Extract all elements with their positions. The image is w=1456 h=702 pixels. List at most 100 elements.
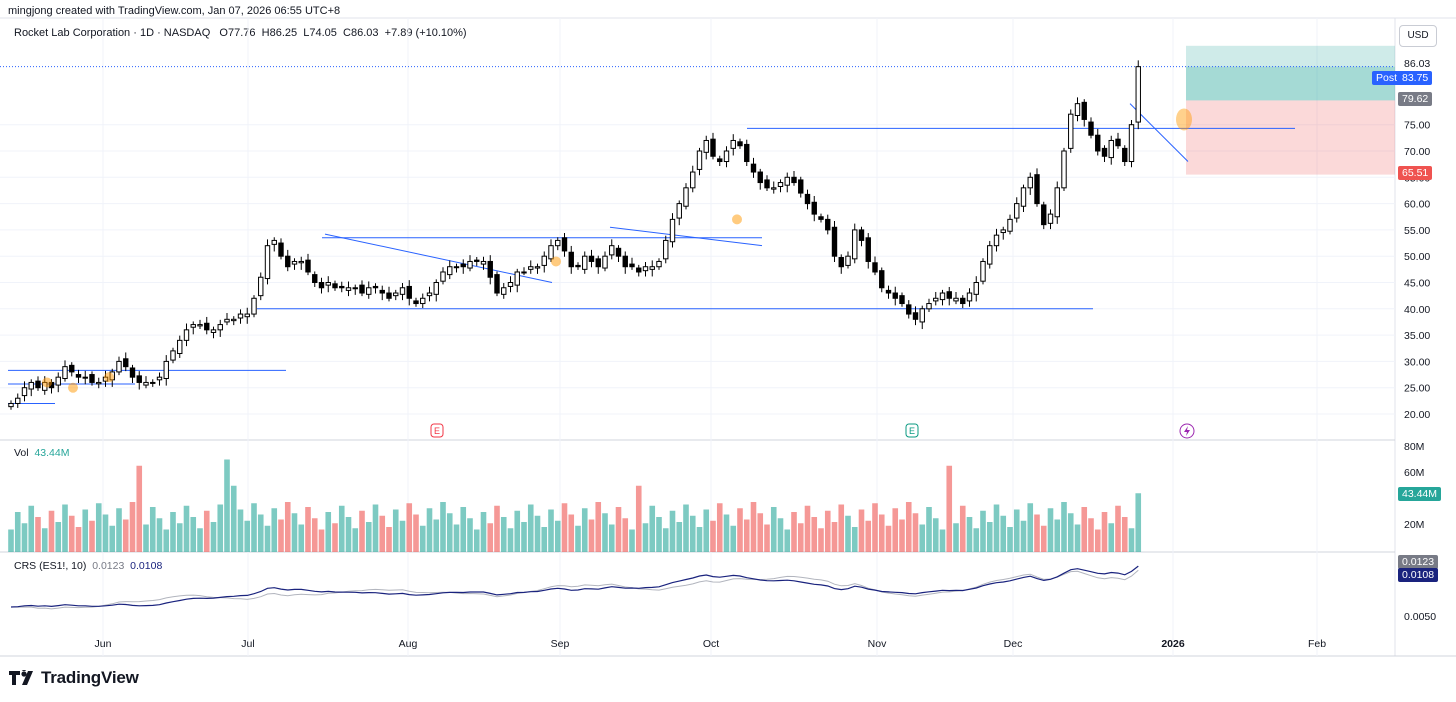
signal-dot-4 xyxy=(732,214,742,225)
volume-bar xyxy=(534,515,541,552)
signal-dot-3 xyxy=(551,256,561,267)
candle-body xyxy=(933,297,939,302)
volume-bar xyxy=(872,503,878,552)
y-tick-label: 75.00 xyxy=(1404,120,1430,132)
x-tick-label: Oct xyxy=(703,638,719,650)
candle-body xyxy=(703,139,709,153)
volume-bar xyxy=(467,518,473,552)
candle-body xyxy=(777,182,784,188)
volume-bar xyxy=(804,505,811,552)
candle-body xyxy=(629,263,635,268)
candle-body xyxy=(723,150,730,163)
candle-body xyxy=(447,266,453,276)
crs-ma-value: 0.0108 xyxy=(130,560,163,572)
candle-body xyxy=(487,260,493,278)
volume-bar xyxy=(318,529,325,552)
signal-dot-2 xyxy=(104,372,114,383)
candle-body xyxy=(1101,147,1108,157)
candle-body xyxy=(879,270,885,289)
candle-body xyxy=(55,376,61,386)
candle-body xyxy=(494,274,500,294)
volume-bar xyxy=(716,503,723,552)
candle-body xyxy=(372,285,379,289)
candle-body xyxy=(386,292,392,299)
earnings-marker-label-0: E xyxy=(434,426,440,436)
volume-bar xyxy=(190,517,197,552)
volume-bar xyxy=(575,525,581,552)
volume-bar xyxy=(1020,520,1027,552)
currency-button[interactable]: USD xyxy=(1399,25,1437,47)
candle-body xyxy=(838,257,844,268)
volume-bar xyxy=(1054,519,1061,552)
candle-body xyxy=(845,255,851,266)
volume-bar xyxy=(136,465,143,552)
volume-bar xyxy=(899,519,905,552)
volume-bar xyxy=(494,505,500,552)
volume-bar xyxy=(737,508,743,552)
volume-bar xyxy=(649,505,656,552)
volume-bar xyxy=(230,485,237,552)
candle-body xyxy=(649,266,655,270)
candle-body xyxy=(62,366,68,379)
candle-body xyxy=(136,375,142,383)
candle-body xyxy=(602,255,608,269)
volume-bar xyxy=(332,523,338,552)
volume-bar xyxy=(68,515,75,552)
candle-body xyxy=(1061,150,1067,189)
candle-body xyxy=(582,255,588,270)
volume-bar xyxy=(1128,528,1135,552)
candle-body xyxy=(811,201,817,215)
candle-body xyxy=(514,271,520,286)
candle-body xyxy=(143,381,149,386)
candle-body xyxy=(440,271,446,282)
candle-body xyxy=(717,158,723,163)
candle-body xyxy=(818,216,824,220)
volume-bar xyxy=(595,502,602,552)
candle-body xyxy=(764,179,770,189)
candle-body xyxy=(987,245,993,265)
candle-body xyxy=(541,255,547,266)
candle-body xyxy=(1122,147,1128,163)
volume-bar xyxy=(548,509,554,552)
last-price-label: 86.03 xyxy=(1404,58,1431,70)
volume-bar xyxy=(176,523,183,552)
candle-body xyxy=(129,367,136,378)
volume-bar xyxy=(1074,524,1081,552)
tradingview-logo[interactable]: TradingView xyxy=(9,668,139,688)
volume-bar xyxy=(912,513,919,552)
volume-bar xyxy=(568,514,575,552)
candle-body xyxy=(156,376,163,381)
volume-bar xyxy=(696,527,703,552)
candle-body xyxy=(15,397,21,404)
y-tick-label: 35.00 xyxy=(1404,330,1430,342)
candle-body xyxy=(784,176,790,186)
earnings-marker-label-1: E xyxy=(909,426,915,436)
volume-bar xyxy=(1034,514,1040,552)
volume-bar xyxy=(656,517,662,552)
volume-bar xyxy=(325,512,332,552)
volume-bar xyxy=(433,519,440,552)
candle-body xyxy=(501,287,507,295)
y-tick-label: 60.00 xyxy=(1404,199,1430,211)
candle-body xyxy=(1108,139,1114,159)
crs-line xyxy=(10,569,1139,610)
volume-bar xyxy=(28,505,35,552)
ohlc-high: H86.25 xyxy=(261,27,298,39)
candle-body xyxy=(224,318,230,323)
volume-bar xyxy=(386,527,392,552)
candle-body xyxy=(575,264,581,268)
y-tick-label: 55.00 xyxy=(1404,225,1430,237)
volume-bar xyxy=(1007,527,1013,552)
x-tick-label: Dec xyxy=(1004,638,1023,650)
candle-body xyxy=(791,176,797,184)
candle-body xyxy=(507,282,514,287)
volume-bar xyxy=(858,509,865,552)
volume-bar xyxy=(1047,508,1054,552)
candle-body xyxy=(663,239,669,260)
candle-body xyxy=(318,282,325,289)
volume-bar xyxy=(676,522,683,552)
candle-body xyxy=(1027,176,1033,189)
volume-bar xyxy=(446,513,453,552)
candle-body xyxy=(521,271,527,274)
